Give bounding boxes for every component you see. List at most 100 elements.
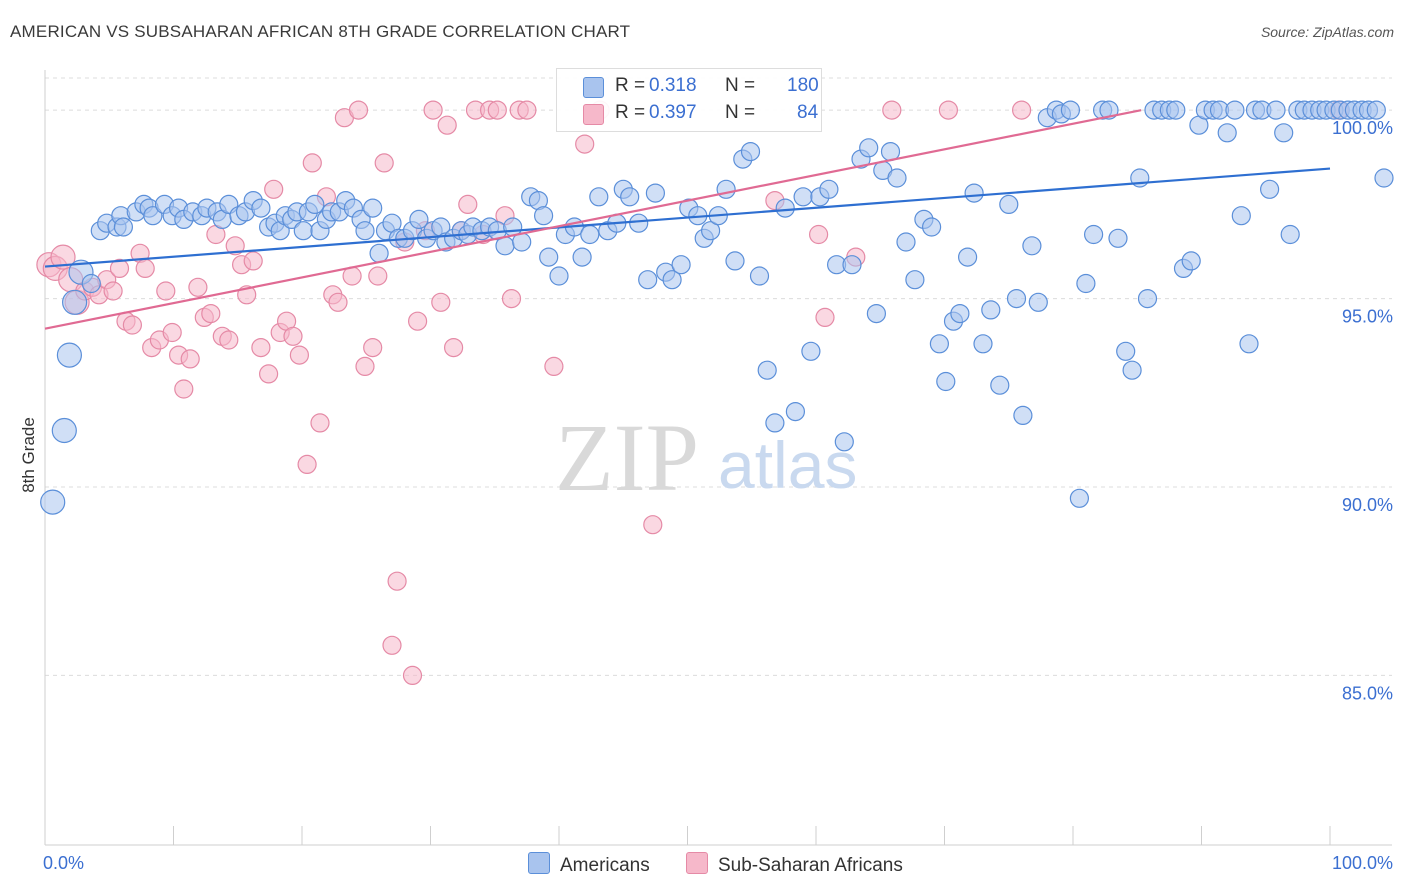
data-point — [259, 364, 279, 384]
data-point — [495, 236, 515, 256]
bottom-legend-label-americans: Americans — [560, 855, 650, 876]
data-point — [620, 187, 640, 207]
data-point — [785, 402, 806, 422]
data-point — [662, 270, 682, 290]
data-point — [56, 342, 83, 368]
data-point — [50, 244, 76, 270]
data-point — [1266, 100, 1286, 120]
data-point — [725, 251, 745, 271]
legend-r-label: R = — [615, 102, 646, 123]
data-point — [896, 232, 916, 252]
data-point — [501, 289, 522, 309]
data-point — [842, 255, 862, 275]
data-point — [289, 345, 309, 365]
data-point — [431, 292, 451, 312]
legend-n-value: 84 — [797, 102, 819, 123]
data-point — [775, 198, 795, 218]
data-point — [1028, 292, 1048, 312]
y-tick-label: 100.0% — [1332, 118, 1393, 138]
data-point — [629, 213, 649, 233]
data-point — [293, 221, 313, 241]
watermark-atlas: atlas — [718, 428, 857, 502]
data-point — [51, 417, 77, 444]
data-point — [243, 251, 263, 271]
bottom-legend-africans: Sub-Saharan Africans — [686, 852, 903, 877]
data-point — [355, 221, 375, 241]
data-point — [539, 247, 559, 267]
data-point — [589, 187, 609, 207]
data-point — [109, 258, 130, 278]
bottom-legend-americans: Americans — [528, 852, 650, 877]
data-point — [1122, 360, 1142, 380]
data-point — [815, 307, 835, 327]
trend-lines — [44, 109, 1331, 330]
legend-r-label: R = — [615, 75, 646, 96]
trend-line-africans — [44, 109, 1142, 330]
data-point — [757, 360, 777, 380]
data-point — [964, 183, 984, 203]
data-point — [355, 356, 375, 376]
legend-n-label: N = — [725, 75, 756, 96]
data-point — [328, 292, 348, 312]
data-point — [1137, 289, 1158, 309]
axes — [44, 70, 1392, 846]
y-tick-label: 90.0% — [1342, 495, 1393, 515]
data-point — [929, 334, 950, 354]
legend-box: R = 0.318 N = 180 R = 0.397 N = 84 — [556, 68, 822, 132]
data-point — [201, 304, 221, 324]
data-point — [81, 273, 101, 294]
data-point — [549, 266, 569, 286]
y-tick-label: 95.0% — [1342, 307, 1393, 327]
legend-r-value: 0.397 — [649, 102, 697, 123]
data-point — [1374, 168, 1394, 188]
data-point — [834, 432, 854, 452]
data-point — [305, 194, 325, 214]
data-point — [671, 255, 691, 275]
trend-line-americans — [44, 167, 1331, 268]
data-point — [444, 338, 464, 358]
data-point — [1231, 206, 1251, 226]
data-point — [1225, 100, 1245, 120]
data-point — [981, 300, 1001, 320]
legend-swatch-africans — [583, 104, 604, 125]
data-point — [264, 179, 284, 199]
data-point — [716, 179, 736, 199]
gridlines — [45, 77, 1392, 676]
data-point — [251, 338, 271, 358]
chart-title: AMERICAN VS SUBSAHARAN AFRICAN 8TH GRADE… — [10, 22, 631, 41]
data-point — [643, 515, 663, 535]
data-point — [808, 224, 829, 245]
data-point — [517, 100, 537, 120]
data-point — [999, 194, 1019, 214]
data-point — [1181, 251, 1201, 271]
data-point — [180, 349, 200, 369]
data-point — [1274, 123, 1294, 143]
y-axis-label: 8th Grade — [19, 417, 38, 493]
data-point — [887, 168, 907, 188]
data-point — [793, 187, 813, 207]
data-point — [374, 153, 394, 173]
data-point — [251, 198, 271, 218]
data-point — [572, 247, 592, 267]
data-point — [1069, 488, 1090, 508]
data-point — [990, 375, 1010, 395]
data-point — [458, 194, 478, 214]
source-credit: Source: ZipAtlas.com — [1260, 24, 1394, 40]
data-point — [1108, 228, 1128, 248]
data-point — [156, 281, 176, 301]
data-point — [921, 217, 942, 237]
data-point — [297, 454, 317, 474]
data-point — [1166, 100, 1186, 120]
data-point — [302, 153, 322, 173]
data-point — [700, 221, 721, 241]
legend-swatch-americans — [583, 77, 604, 98]
legend-n-label: N = — [725, 102, 756, 123]
data-point — [1116, 341, 1136, 361]
data-point — [188, 277, 208, 297]
data-point — [866, 304, 887, 324]
data-point — [740, 142, 761, 162]
data-point — [645, 183, 666, 203]
data-point — [437, 115, 457, 135]
watermark-zip: ZIP — [555, 404, 699, 511]
